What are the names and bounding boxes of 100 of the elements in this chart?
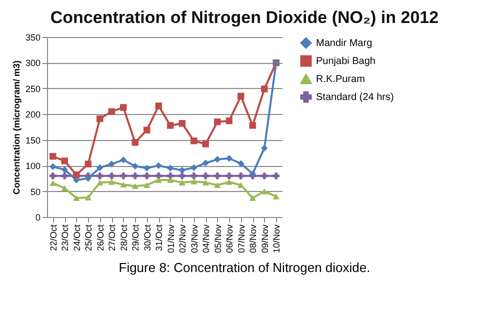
point [61, 166, 68, 174]
x-tick-label: 25/Oct [84, 224, 94, 252]
point [226, 155, 232, 162]
point [73, 176, 80, 184]
point [96, 180, 104, 186]
x-tick-label: 27/Oct [107, 224, 118, 252]
point [249, 170, 256, 178]
x-tick-label: 30/Oct [142, 224, 152, 252]
point [190, 178, 198, 184]
point [202, 140, 209, 148]
point [190, 164, 198, 171]
point [50, 152, 56, 160]
x-tick-label: 06/Nov [224, 224, 235, 254]
point [120, 182, 127, 188]
point [73, 195, 80, 201]
point [261, 188, 268, 194]
point [178, 166, 186, 174]
point [108, 179, 115, 185]
point [132, 139, 138, 146]
x-tick-label: 10/Nov [272, 224, 282, 254]
point [238, 172, 244, 180]
point [178, 120, 186, 127]
point [214, 156, 221, 163]
point [84, 194, 92, 200]
point [132, 183, 138, 190]
point [96, 164, 104, 171]
y-tick-label: 150 [25, 135, 40, 146]
legend-label: Mandir Marg [316, 38, 372, 49]
legend-label: R.K.Puram [316, 74, 365, 85]
y-tick-label: 100 [25, 161, 40, 172]
x-tick-label: 08/Nov [248, 224, 258, 254]
x-tick-label: 07/Nov [236, 224, 246, 254]
point [144, 164, 150, 172]
point [249, 122, 256, 129]
point [261, 172, 268, 180]
point [190, 172, 198, 180]
x-tick-label: 04/Nov [201, 224, 212, 254]
point [120, 104, 127, 111]
x-tick-label: 02/Nov [178, 224, 188, 254]
y-tick-label: 350 [25, 32, 40, 42]
chart-title: Concentration of Nitrogen Dioxide (NO₂) in 2012 [49, 8, 440, 28]
point [61, 172, 68, 180]
point [108, 108, 115, 115]
x-tick-label: 31/Oct [154, 224, 164, 252]
point [120, 172, 127, 180]
x-tick-label: 09/Nov [260, 224, 270, 254]
point [249, 195, 256, 201]
point [144, 126, 150, 134]
point [190, 138, 198, 144]
point [108, 160, 115, 168]
point [202, 160, 209, 166]
point [61, 185, 68, 192]
point [214, 172, 221, 180]
point [167, 177, 174, 183]
point [226, 117, 232, 124]
y-tick-label: 50 [30, 186, 40, 197]
point [61, 158, 68, 164]
x-tick-label: 29/Oct [130, 224, 141, 252]
caption: Figure 8: Concentration of Nitrogen dioxide. [118, 260, 372, 275]
point [167, 164, 174, 172]
point [155, 162, 162, 169]
point [214, 182, 221, 188]
x-tick-label: 28/Oct [118, 224, 129, 252]
point [96, 172, 104, 180]
point [167, 122, 174, 129]
x-tick-label: 24/Oct [72, 224, 82, 252]
point [202, 180, 209, 186]
point [238, 92, 244, 100]
point [261, 144, 268, 152]
x-tick-label: 26/Oct [95, 224, 106, 252]
point [144, 182, 150, 188]
point [84, 175, 92, 182]
point [50, 172, 56, 180]
point [120, 156, 127, 164]
point [84, 160, 92, 168]
point [50, 163, 56, 170]
y-tick-label: 300 [25, 58, 40, 68]
x-tick-label: 03/Nov [189, 224, 200, 254]
point [132, 172, 138, 180]
y-tick-label: 0 [35, 212, 40, 222]
point [132, 162, 138, 170]
x-tick-label: 05/Nov [212, 224, 223, 254]
point [108, 172, 115, 180]
x-tick-label: 01/Nov [166, 224, 176, 254]
y-tick-label: 200 [25, 110, 40, 120]
point [202, 172, 209, 180]
point [272, 194, 280, 200]
y-axis-title: Concentration (microgram/ m3) [11, 60, 22, 195]
point [261, 86, 268, 92]
point [144, 172, 150, 180]
point [214, 118, 221, 126]
point [178, 180, 186, 186]
legend-label: Standard (24 hrs) [316, 92, 394, 103]
x-tick-label: 22/Oct [48, 224, 58, 252]
legend-label: Punjabi Bagh [316, 56, 376, 67]
point [226, 172, 232, 180]
point [238, 160, 244, 167]
point [50, 180, 56, 186]
y-tick-label: 250 [25, 84, 40, 94]
point [155, 177, 162, 183]
